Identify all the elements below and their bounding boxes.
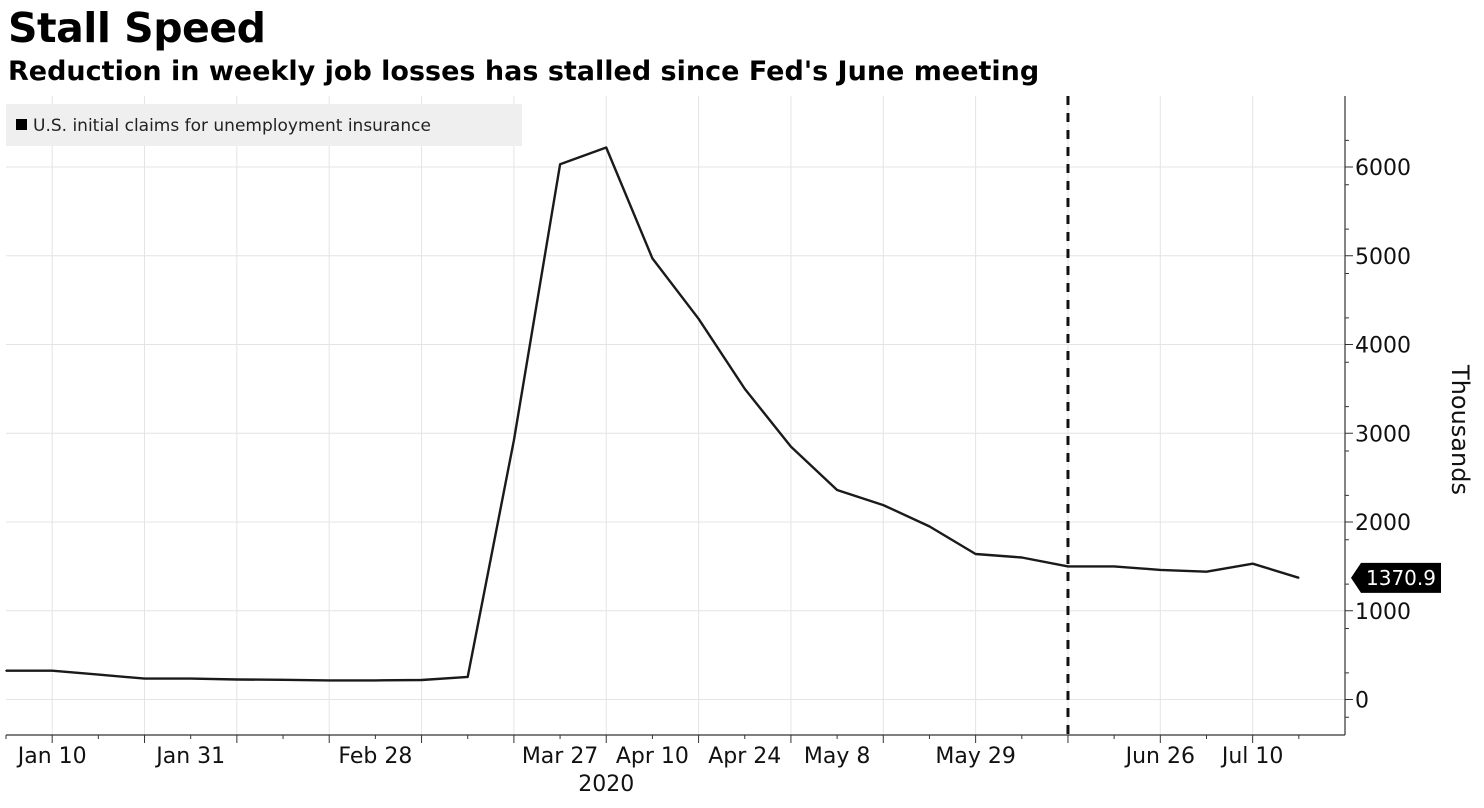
data-point: [651, 257, 654, 260]
y-tick-label: 0: [1355, 689, 1369, 714]
x-tick-label: Jan 31: [154, 744, 225, 769]
data-point: [1067, 565, 1069, 568]
data-point: [1205, 570, 1208, 573]
data-point: [236, 678, 238, 681]
data-point: [143, 677, 146, 680]
data-point: [790, 445, 792, 448]
data-point: [51, 669, 53, 672]
y-tick-label: 5000: [1355, 245, 1411, 270]
data-point: [974, 553, 977, 555]
data-point: [559, 163, 561, 166]
legend-swatch: [16, 119, 27, 130]
x-tick-label: May 8: [804, 744, 870, 769]
data-point: [420, 679, 423, 681]
x-tick-label: Feb 28: [338, 744, 412, 769]
data-point: [1298, 577, 1300, 579]
data-point: [328, 679, 331, 682]
data-point: [513, 439, 515, 442]
chart-title: Stall Speed: [8, 4, 266, 52]
chart-subtitle: Reduction in weekly job losses has stall…: [8, 56, 1040, 87]
axes: [5, 96, 1353, 743]
y-tick-label: 6000: [1355, 156, 1411, 181]
last-value-label: 1370.9: [1351, 562, 1441, 593]
x-tick-label: Jun 26: [1124, 744, 1195, 769]
data-point: [1021, 556, 1023, 559]
data-point: [605, 146, 607, 149]
x-tick-label: Jan 10: [16, 744, 87, 769]
data-point: [5, 669, 7, 672]
data-point: [1251, 562, 1254, 565]
data-point: [282, 679, 284, 681]
x-tick-label: Apr 24: [708, 744, 781, 769]
series-line: [6, 146, 1300, 682]
x-tick-label: Apr 10: [616, 744, 689, 769]
legend-label: U.S. initial claims for unemployment ins…: [33, 116, 431, 136]
gridlines: [6, 96, 1345, 735]
data-point: [466, 676, 469, 678]
last-value-label-text: 1370.9: [1366, 566, 1436, 590]
y-tick-label: 2000: [1355, 511, 1411, 536]
y-tick-label: 1000: [1355, 600, 1411, 625]
y-tick-label: 3000: [1355, 422, 1411, 447]
data-point: [836, 489, 838, 491]
legend-box: [6, 104, 522, 146]
last-value-label-bg: [1351, 562, 1441, 593]
y-axis-title: Thousands: [1446, 364, 1474, 495]
data-point: [1159, 569, 1162, 571]
x-tick-label: Jul 10: [1220, 744, 1284, 769]
x-year-label: 2020: [578, 772, 634, 797]
data-point: [697, 318, 700, 320]
data-point: [882, 504, 885, 506]
data-point: [189, 677, 192, 680]
data-point: [97, 673, 100, 676]
series-layer: 1370.9: [5, 146, 1441, 682]
data-point: [1113, 565, 1115, 568]
y-tick-label: 4000: [1355, 334, 1411, 359]
data-point: [744, 388, 746, 390]
x-tick-label: May 29: [935, 744, 1015, 769]
data-point: [374, 679, 377, 682]
data-point: [928, 525, 931, 528]
tick-labels: 0 1000 2000 3000 4000 5000 6000 Jan 10 Jan 31 Feb…: [16, 156, 1411, 797]
x-tick-label: Mar 27: [522, 744, 599, 769]
